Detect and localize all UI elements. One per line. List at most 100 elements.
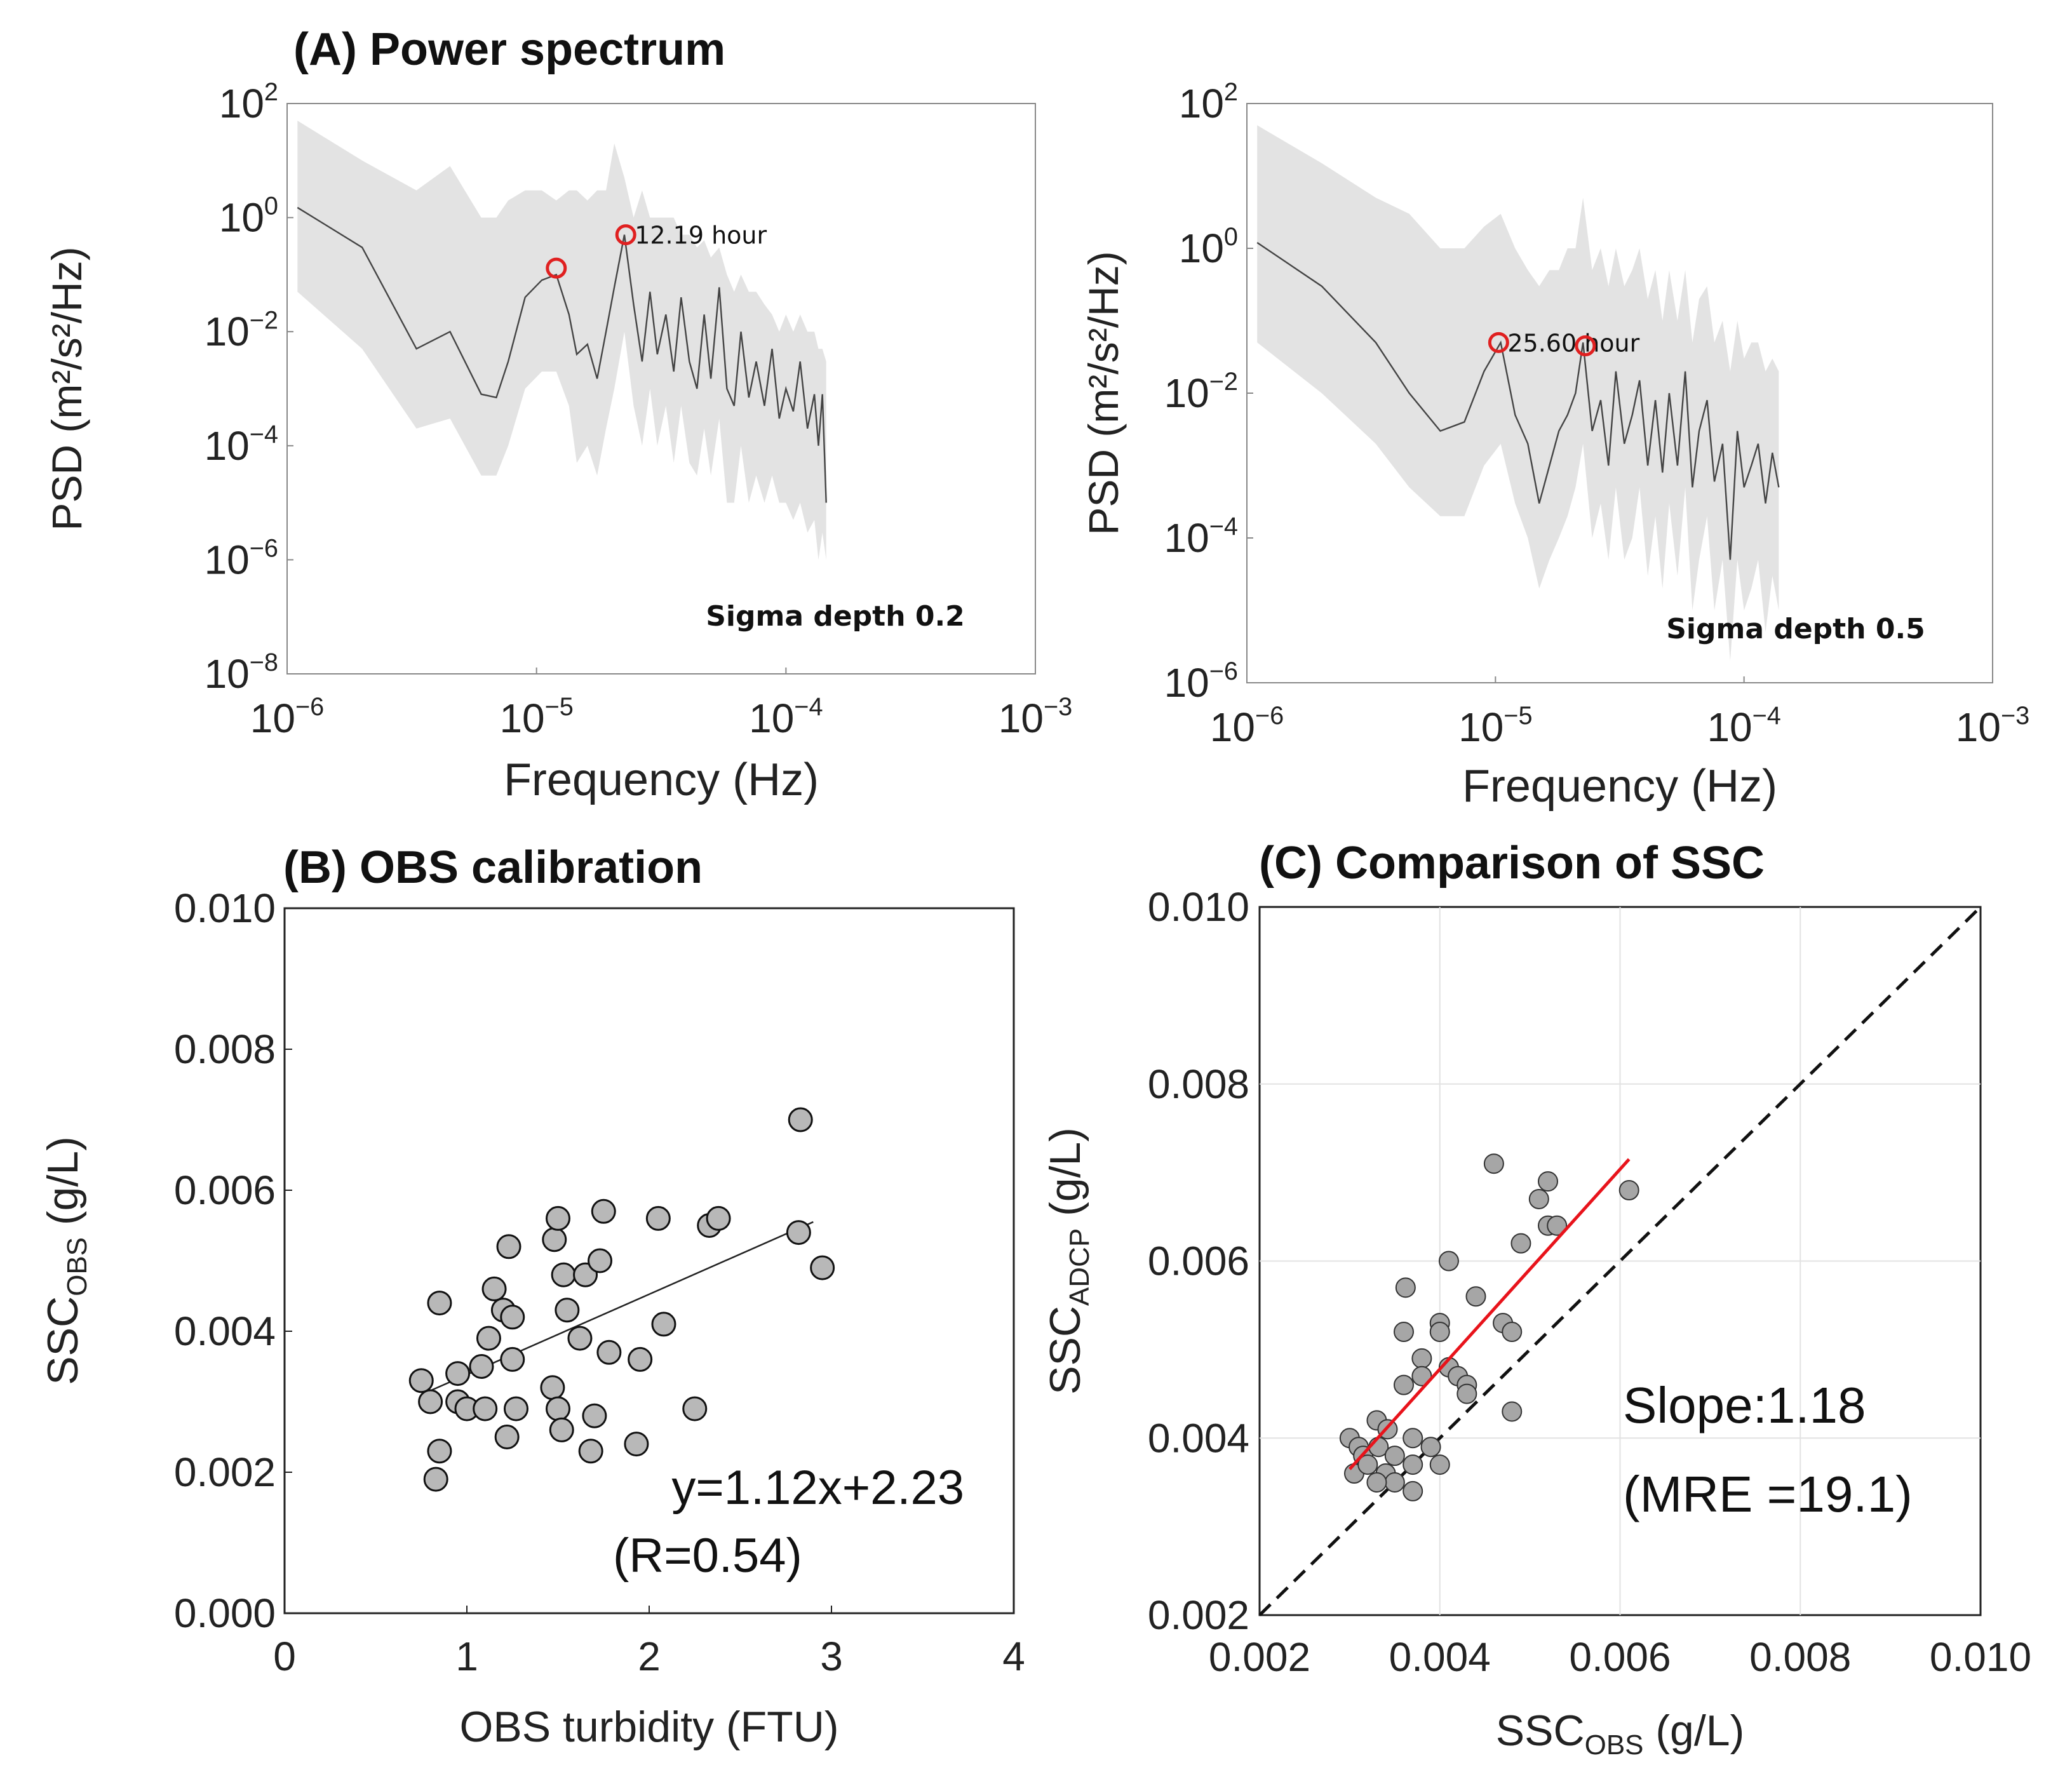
x-axis-label: SSCOBS (g/L) (1496, 1707, 1744, 1761)
data-point (1411, 1366, 1432, 1386)
data-point (1547, 1215, 1568, 1236)
y-tick-label: 0.004 (1148, 1415, 1249, 1461)
peak-marker (546, 257, 567, 279)
data-point (555, 1298, 580, 1323)
x-tick-label: 10−5 (1458, 702, 1532, 750)
x-tick-label: 10−6 (1210, 702, 1284, 750)
data-point (546, 1396, 570, 1421)
y-tick-label: 100 (1179, 223, 1238, 271)
data-point (1395, 1277, 1416, 1298)
y-tick-label-base: 10 (1179, 81, 1224, 126)
slope-annotation: Slope:1.18 (1623, 1377, 1866, 1433)
y-tick-label-exponent: −6 (250, 535, 278, 563)
y-tick-label-exponent: −4 (250, 420, 278, 448)
x-tick-label: 0 (273, 1634, 296, 1679)
y-tick-label: 0.004 (174, 1308, 276, 1354)
y-tick-label-base: 10 (1179, 225, 1224, 271)
psd-line (297, 206, 827, 503)
data-point (500, 1305, 525, 1330)
data-point (423, 1467, 448, 1492)
data-point (786, 1220, 811, 1245)
data-point (1618, 1180, 1639, 1200)
data-point (549, 1417, 574, 1442)
peak-label: 12.19 hour (635, 222, 767, 250)
data-point (1538, 1171, 1558, 1192)
data-point (706, 1205, 731, 1231)
regression-equation: y=1.12x+2.23 (671, 1461, 964, 1515)
x-tick-label: 0.004 (1389, 1634, 1491, 1680)
y-axis-label-main: SSC (39, 1296, 87, 1385)
plot-frame (283, 907, 1015, 1614)
y-tick-label-exponent: 0 (264, 192, 278, 220)
y-axis-label-subscript: ADCP (1064, 1228, 1095, 1306)
data-point (427, 1291, 452, 1316)
x-tick-label-base: 10 (1707, 704, 1752, 750)
x-tick-label-exponent: −4 (1752, 702, 1781, 730)
data-point (445, 1361, 471, 1386)
data-point (476, 1326, 501, 1351)
data-point (578, 1439, 603, 1464)
y-tick-label-base: 10 (205, 309, 250, 354)
data-point (1384, 1472, 1405, 1493)
mre-annotation: (MRE =19.1) (1623, 1466, 1913, 1522)
y-tick-label: 100 (219, 192, 278, 241)
data-point (1429, 1454, 1450, 1475)
data-point (1366, 1472, 1387, 1493)
y-tick-label: 0.002 (1148, 1592, 1249, 1638)
x-tick-label-base: 10 (499, 695, 544, 741)
y-tick-label: 102 (1179, 78, 1238, 126)
y-tick-label: 0.002 (174, 1449, 276, 1495)
y-axis-label-unit: (g/L) (39, 1136, 87, 1237)
y-tick-label: 0.008 (174, 1026, 276, 1072)
y-tick-label: 10−6 (1164, 657, 1238, 706)
data-point (1465, 1286, 1486, 1307)
x-tick-label-exponent: −5 (545, 693, 574, 721)
y-tick-label: 0.006 (1148, 1238, 1249, 1284)
data-point (503, 1396, 528, 1421)
x-axis-label: Frequency (Hz) (504, 755, 819, 805)
y-tick-label-exponent: 2 (264, 78, 278, 106)
y-tick-label: 0.010 (1148, 884, 1249, 930)
data-point (645, 1205, 671, 1231)
y-tick-label-exponent: −4 (1209, 513, 1238, 540)
y-tick-label: 10−4 (1164, 513, 1238, 561)
x-tick-label-exponent: −5 (1504, 702, 1532, 730)
y-axis-label: PSD (m²/s²/Hz) (43, 246, 90, 530)
y-tick-label: 0.000 (174, 1590, 276, 1636)
data-point (473, 1396, 498, 1421)
correlation-value: (R=0.54) (613, 1529, 802, 1583)
data-point (1456, 1383, 1477, 1404)
data-point (624, 1432, 649, 1457)
y-tick-label-base: 10 (1164, 370, 1209, 416)
x-tick-label: 2 (638, 1634, 661, 1679)
data-point (567, 1326, 593, 1351)
y-tick-label: 10−8 (205, 648, 278, 697)
panel-b-obs-calibration: (B) OBS calibration 0 1 2 3 4 0.000 0.002 0.004… (39, 842, 1025, 1751)
x-tick-label: 0.006 (1569, 1634, 1671, 1680)
data-point (496, 1234, 521, 1259)
x-tick-label: 10−3 (1956, 702, 2029, 750)
peak-label: 25.60 hour (1507, 329, 1639, 357)
psd-line (1256, 242, 1780, 560)
y-tick-label-exponent: −6 (1209, 657, 1238, 685)
data-point (1420, 1437, 1441, 1458)
panel-a2-power-spectrum: 10−6 10−5 10−4 10−310−610−410−210010225.60 … (1080, 78, 2029, 812)
x-tick-label: 4 (1002, 1634, 1025, 1679)
y-tick-label-exponent: −2 (1209, 368, 1238, 396)
data-point (591, 1198, 616, 1224)
data-point (596, 1339, 622, 1365)
data-point (582, 1403, 607, 1428)
data-point (682, 1396, 708, 1421)
confidence-band (1257, 125, 1779, 661)
data-point (427, 1439, 452, 1464)
data-point (1502, 1322, 1523, 1342)
data-point (1403, 1480, 1423, 1501)
data-point (588, 1248, 613, 1273)
data-point (788, 1107, 813, 1132)
x-axis-label: OBS turbidity (FTU) (460, 1703, 839, 1751)
x-tick-label: 3 (820, 1634, 843, 1679)
data-point (1403, 1428, 1423, 1449)
y-axis-label: PSD (m²/s²/Hz) (1080, 251, 1127, 535)
y-tick-label: 0.008 (1148, 1061, 1249, 1107)
